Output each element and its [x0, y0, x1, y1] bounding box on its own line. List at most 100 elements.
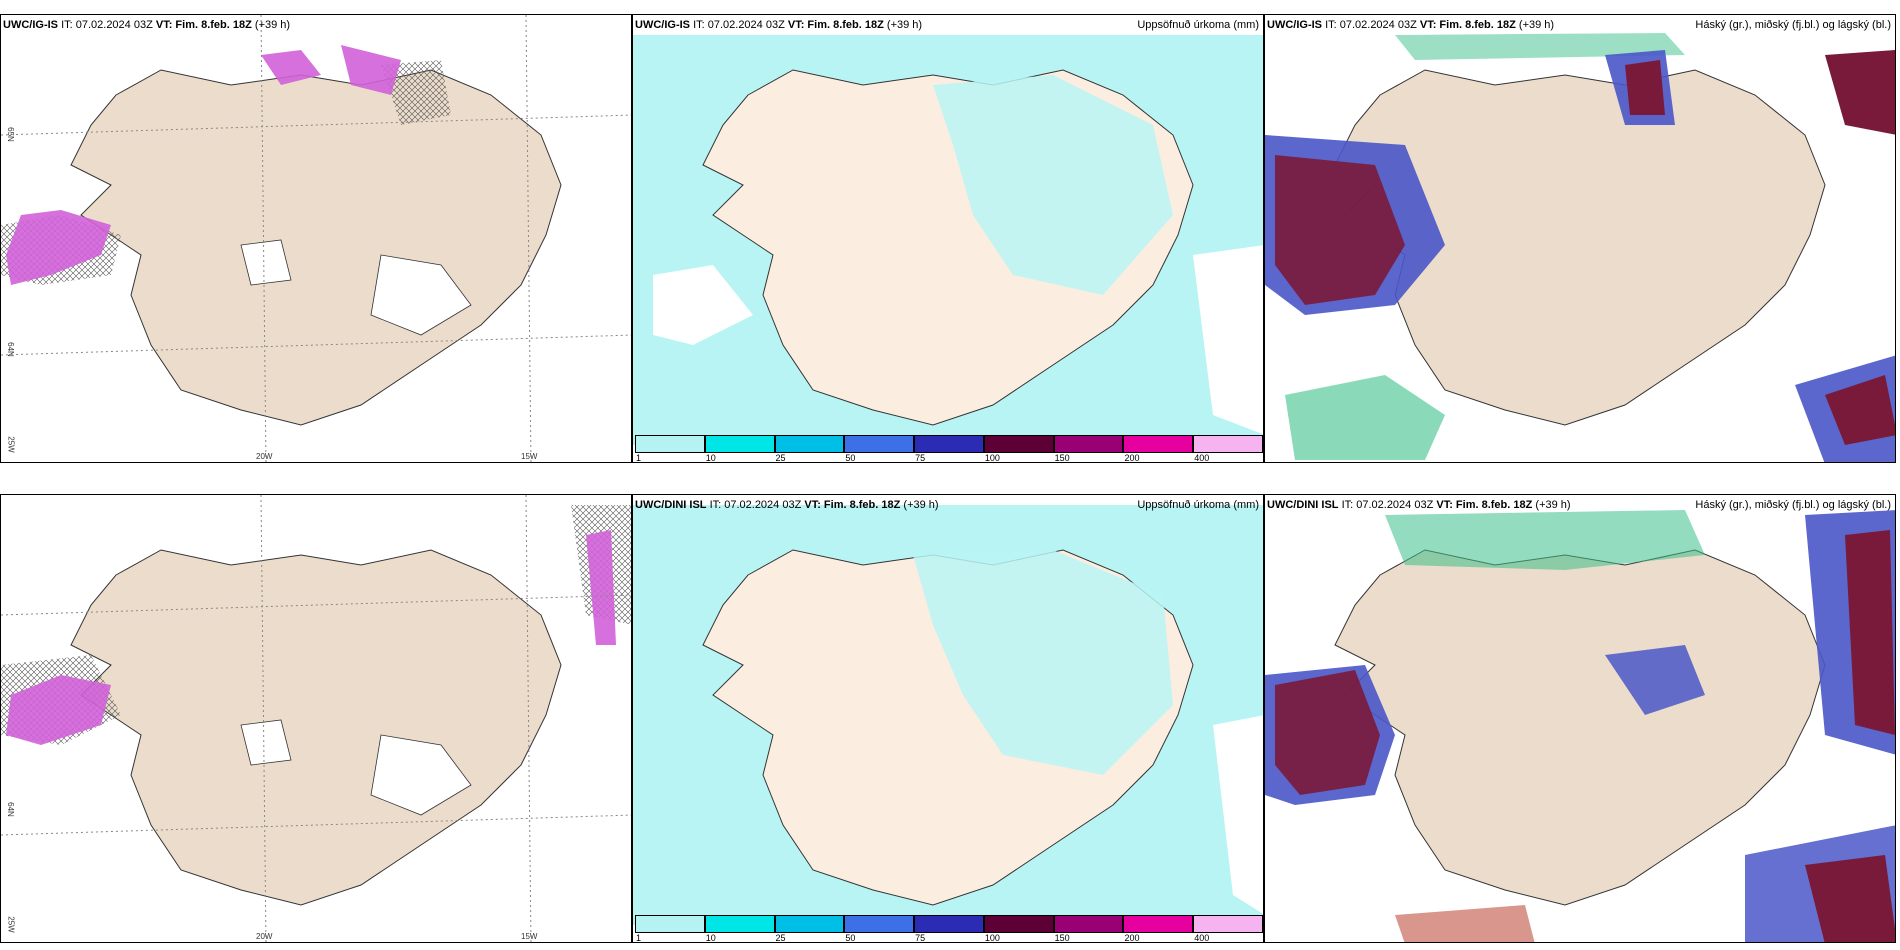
colorbar-segment: [1193, 915, 1263, 933]
white-area: [653, 265, 753, 345]
magenta-precip: [586, 530, 616, 645]
valid-label: VT:: [787, 19, 805, 31]
panel-precip-top: UWC/IG-IS IT: 07.02.2024 03Z VT: Fim. 8.…: [632, 14, 1264, 463]
colorbar-segment: [1193, 435, 1263, 453]
panel-title: UWC/DINI ISL IT: 07.02.2024 03Z VT: Fim.…: [635, 499, 939, 511]
magenta-precip: [6, 675, 111, 745]
field-label: Háský (gr.), miðský (fj.bl.) og lágský (…: [1695, 19, 1891, 31]
colorbar-segment: [914, 435, 984, 453]
colorbar-segment: [1053, 435, 1124, 453]
colorbar-segment: [774, 915, 845, 933]
panel-clouds-bottom: UWC/DINI ISL IT: 07.02.2024 03Z VT: Fim.…: [1264, 494, 1896, 943]
panel-title: UWC/IG-IS IT: 07.02.2024 03Z VT: Fim. 8.…: [1267, 19, 1554, 31]
valid-label: VT:: [155, 19, 173, 31]
valid-label: VT:: [1419, 19, 1437, 31]
wind-map-bottom: [1, 495, 631, 942]
colorbar-tick: 10: [705, 453, 716, 463]
panel-title: UWC/IG-IS IT: 07.02.2024 03Z VT: Fim. 8.…: [3, 19, 290, 31]
mid-cloud: [1805, 855, 1895, 942]
lead-time: (+39 h): [1535, 499, 1571, 511]
colorbar-segment: [635, 435, 705, 453]
colorbar-tick: 200: [1124, 453, 1140, 463]
axis-label-64n: 64N: [5, 802, 15, 817]
panel-wind-bottom: 20W 15W 25W 64N: [0, 494, 632, 943]
cloud-map-top: [1265, 33, 1895, 462]
colorbar-segment: [635, 915, 705, 933]
colorbar-tick: 25: [775, 933, 786, 943]
lead-time: (+39 h): [1518, 19, 1555, 31]
colorbar-segment: [774, 435, 845, 453]
model-name: UWC/DINI ISL: [635, 499, 707, 511]
colorbar-segment: [704, 915, 775, 933]
colorbar-tick: 400: [1194, 453, 1210, 463]
axis-label-64n: 64N: [5, 342, 15, 357]
precip-map-top: [633, 35, 1263, 445]
colorbar-segment: [844, 435, 915, 453]
white-highland: [240, 239, 292, 286]
axis-label-20w: 20W: [256, 932, 273, 941]
colorbar-tick: 400: [1194, 933, 1210, 943]
precip-map-bottom: [633, 505, 1263, 925]
valid-time: Fim. 8.feb. 18Z: [1439, 19, 1516, 31]
colorbar-segment: [704, 435, 775, 453]
colorbar-tick: 150: [1054, 933, 1070, 943]
precip-over-land: [913, 550, 1173, 775]
mid-cloud: [1395, 905, 1535, 942]
field-label: Uppsöfnuð úrkoma (mm): [1137, 19, 1259, 31]
colorbar-tick: 200: [1124, 933, 1140, 943]
colorbar-segment: [983, 435, 1054, 453]
init-time: IT: 07.02.2024 03Z: [709, 499, 802, 511]
valid-time: Fim. 8.feb. 18Z: [807, 19, 884, 31]
white-area: [1193, 245, 1263, 435]
field-label: Háský (gr.), miðský (fj.bl.) og lágský (…: [1695, 499, 1891, 511]
mid-cloud: [1275, 670, 1380, 795]
panel-precip-bottom: UWC/DINI ISL IT: 07.02.2024 03Z VT: Fim.…: [632, 494, 1264, 943]
colorbar-segment: [983, 915, 1054, 933]
wind-map-top: [1, 15, 631, 462]
white-highland: [370, 734, 472, 816]
colorbar-tick: 100: [984, 933, 1000, 943]
axis-label-15w: 15W: [521, 452, 538, 461]
mid-cloud: [1825, 50, 1895, 135]
colorbar-segment: [1123, 435, 1194, 453]
high-cloud: [1385, 510, 1705, 570]
colorbar-segment: [1053, 915, 1124, 933]
precip-over-land: [933, 75, 1173, 295]
colorbar-tick: 50: [845, 933, 856, 943]
axis-label-20w: 20W: [256, 452, 273, 461]
valid-time: Fim. 8.feb. 18Z: [175, 19, 252, 31]
valid-time: Fim. 8.feb. 18Z: [1455, 499, 1533, 511]
colorbar-segment: [914, 915, 984, 933]
colorbar-tick: 100: [984, 453, 1000, 463]
axis-label-25w: 25W: [6, 916, 16, 933]
white-area: [1213, 715, 1263, 914]
mid-cloud: [1625, 60, 1665, 115]
magenta-precip: [6, 210, 111, 285]
colorbar-tick: 25: [775, 453, 786, 463]
lead-time: (+39 h): [886, 19, 923, 31]
colorbar-segment: [844, 915, 915, 933]
iceland-landmass: [1334, 549, 1826, 906]
low-cloud: [1605, 645, 1705, 715]
field-label: Uppsöfnuð úrkoma (mm): [1137, 499, 1259, 511]
colorbar-tick: 75: [915, 933, 926, 943]
colorbar-segment: [1123, 915, 1194, 933]
magenta-precip: [261, 50, 321, 85]
mid-cloud: [1845, 530, 1895, 735]
panel-clouds-top: UWC/IG-IS IT: 07.02.2024 03Z VT: Fim. 8.…: [1264, 14, 1896, 463]
colorbar-tick: 1: [636, 933, 642, 943]
model-name: UWC/IG-IS: [635, 19, 690, 31]
model-name: UWC/IG-IS: [3, 19, 58, 31]
init-time: IT: 07.02.2024 03Z: [61, 19, 153, 31]
mid-cloud: [1275, 155, 1405, 305]
axis-label-25w: 25W: [6, 436, 16, 453]
white-highland: [240, 719, 292, 766]
colorbar-tick: 10: [705, 933, 716, 943]
high-cloud: [1285, 375, 1445, 460]
iceland-landmass: [70, 549, 562, 906]
hatched-area: [381, 60, 451, 125]
valid-time: Fim. 8.feb. 18Z: [823, 499, 901, 511]
axis-label-15w: 15W: [521, 932, 538, 941]
iceland-landmass: [70, 69, 562, 426]
init-time: IT: 07.02.2024 03Z: [693, 19, 785, 31]
